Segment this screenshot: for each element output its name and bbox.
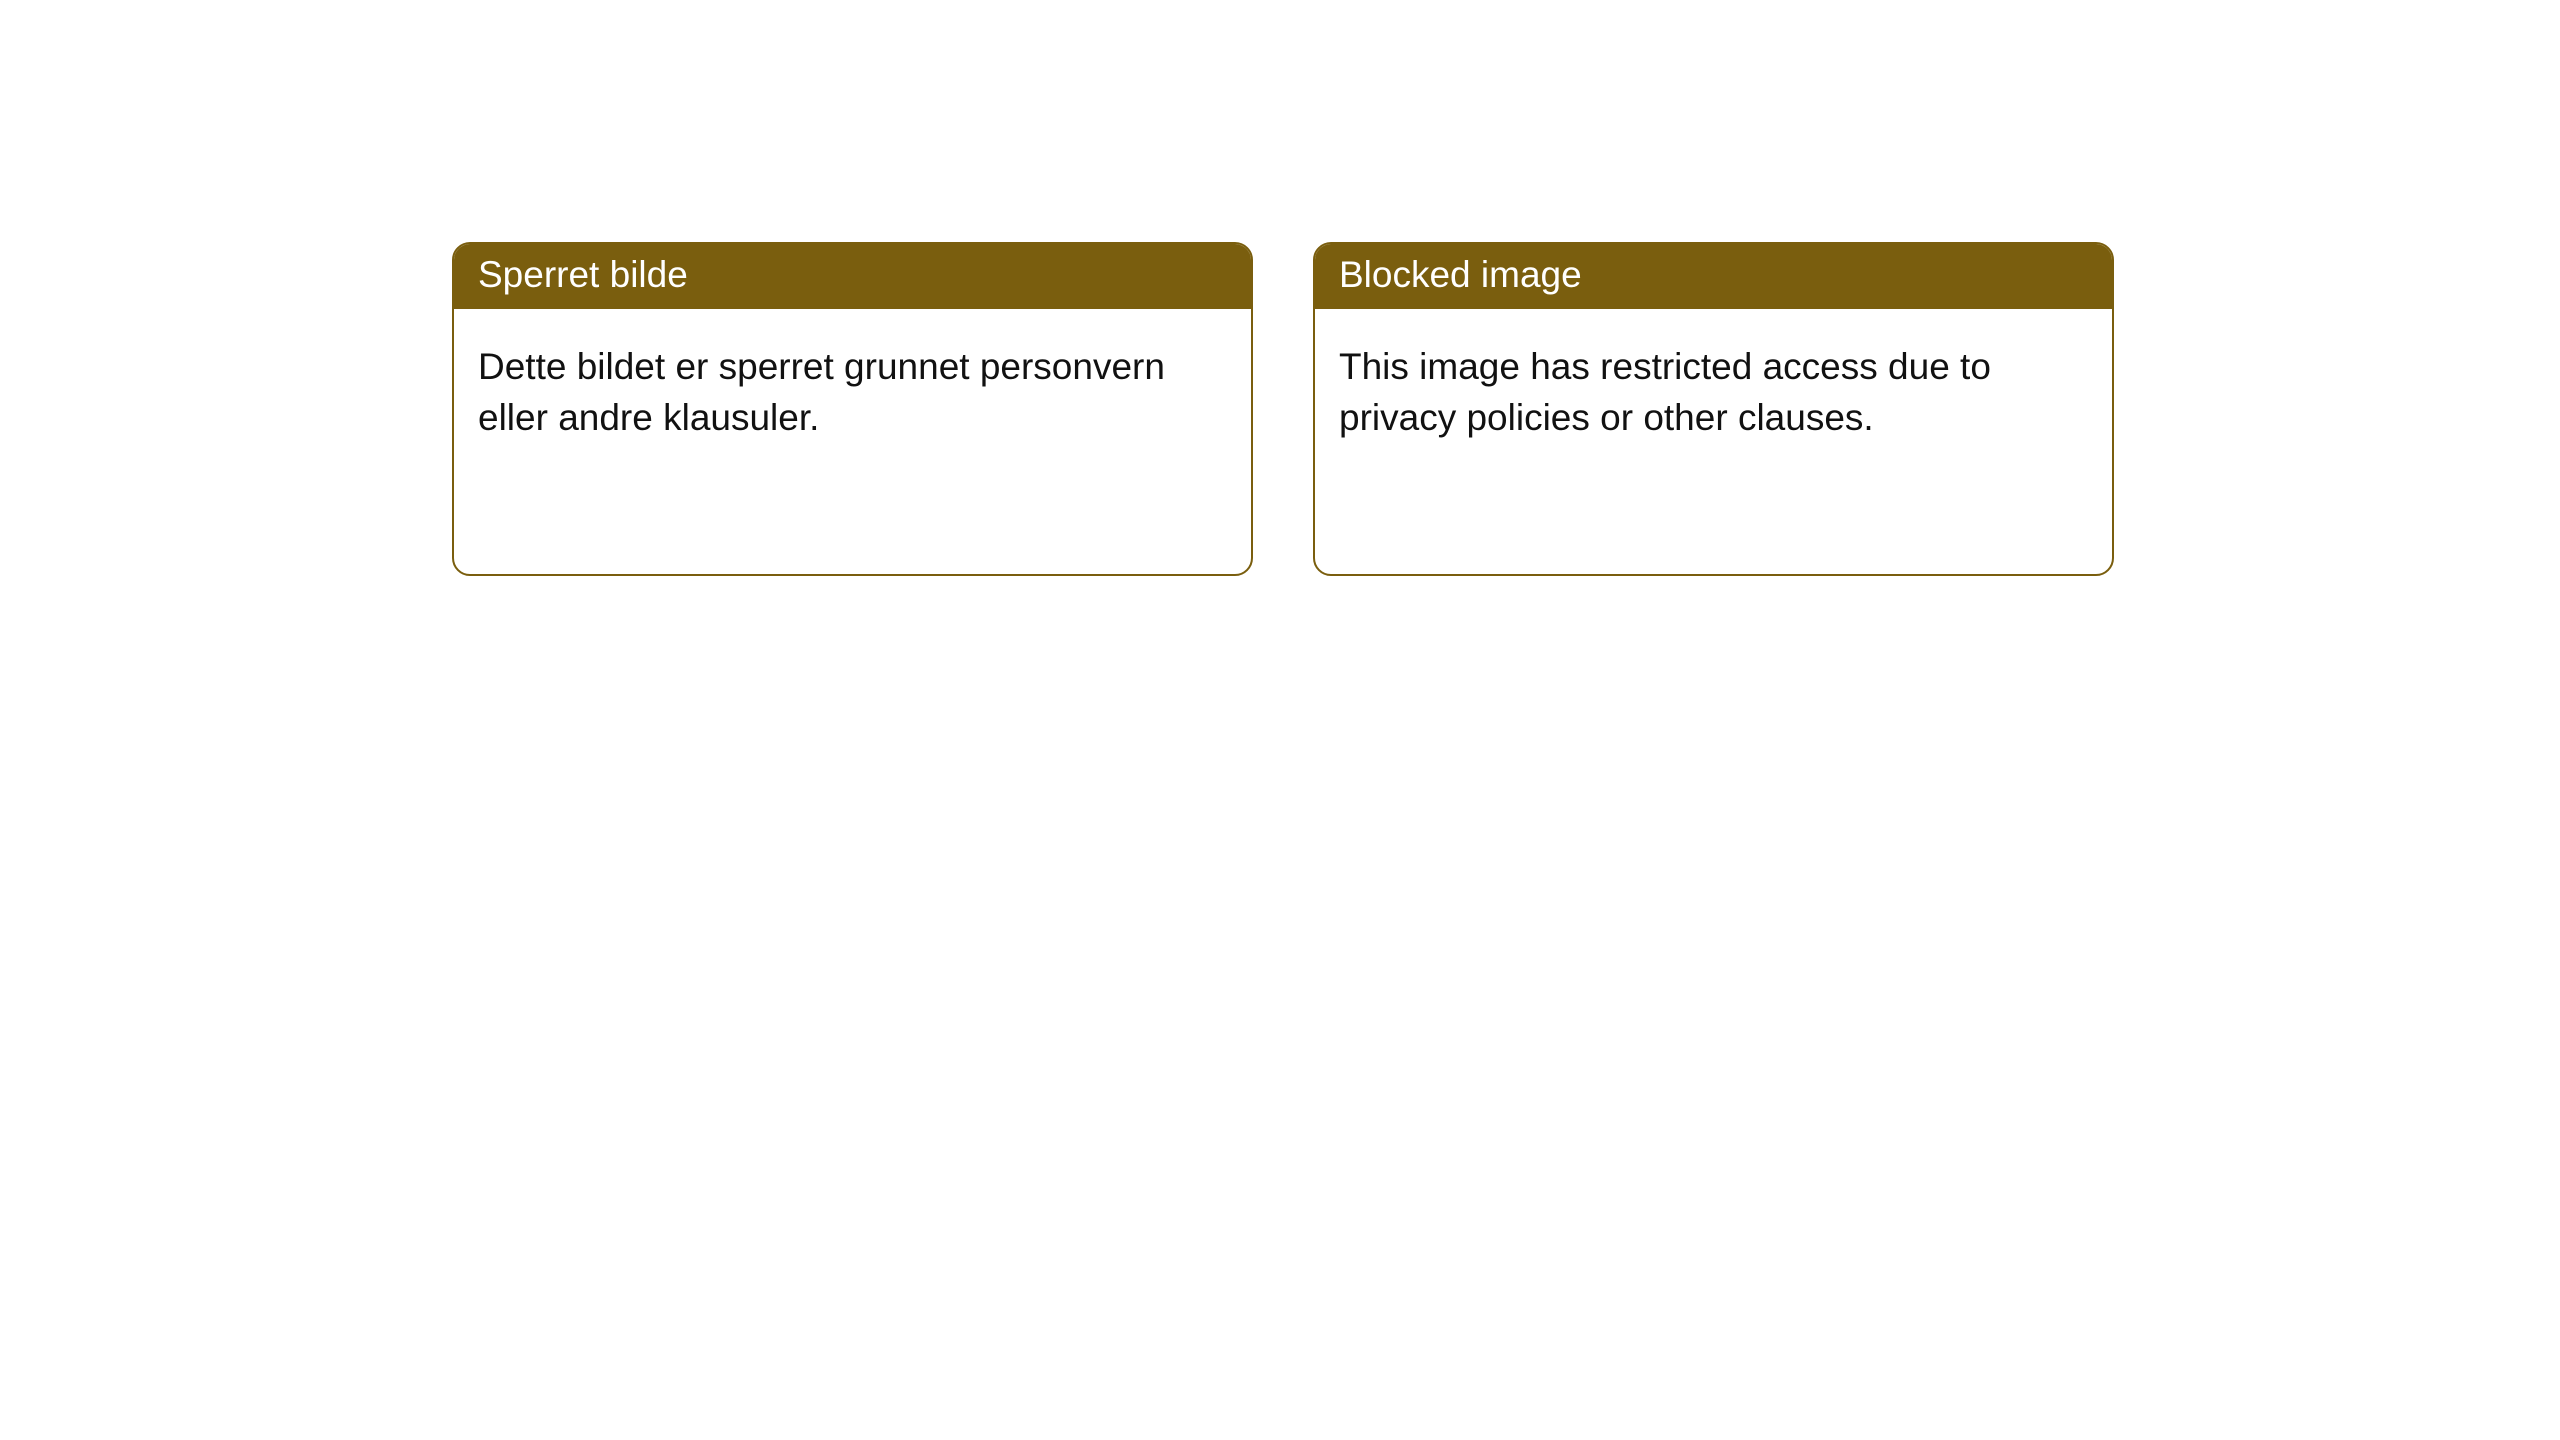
alert-body-text: Dette bildet er sperret grunnet personve…	[478, 346, 1165, 438]
alert-header-text: Blocked image	[1339, 254, 1582, 295]
alert-header-text: Sperret bilde	[478, 254, 688, 295]
alert-header: Sperret bilde	[454, 244, 1251, 309]
alert-header: Blocked image	[1315, 244, 2112, 309]
alerts-container: Sperret bilde Dette bildet er sperret gr…	[0, 0, 2560, 576]
alert-box-english: Blocked image This image has restricted …	[1313, 242, 2114, 576]
alert-box-norwegian: Sperret bilde Dette bildet er sperret gr…	[452, 242, 1253, 576]
alert-body: This image has restricted access due to …	[1315, 309, 2112, 467]
alert-body: Dette bildet er sperret grunnet personve…	[454, 309, 1251, 467]
alert-body-text: This image has restricted access due to …	[1339, 346, 1991, 438]
